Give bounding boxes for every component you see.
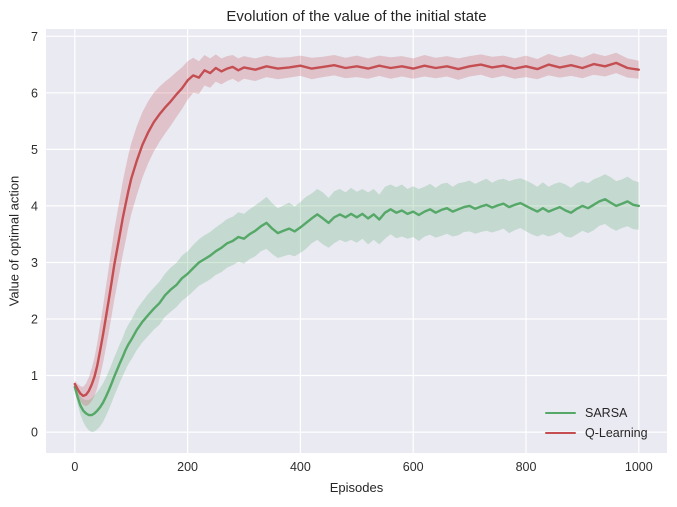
y-tick-label: 0 [31,426,38,440]
y-tick-label: 6 [31,86,38,100]
x-tick-label: 800 [516,460,537,474]
y-tick-label: 5 [31,143,38,157]
sarsa-confidence-band [74,174,639,433]
q-learning-line [73,61,640,398]
plot-background [46,29,667,453]
legend-label-q-learning: Q-Learning [585,426,648,440]
chart-title: Evolution of the value of the initial st… [226,8,487,25]
legend: SARSA Q-Learning [545,403,648,443]
sarsa-line [73,197,640,417]
x-tick-label: 600 [403,460,424,474]
x-tick-label: 1000 [625,460,653,474]
y-tick-label: 2 [31,313,38,327]
y-axis-label: Value of optimal action [6,175,22,307]
y-tick-label: 3 [31,256,38,270]
x-tick-label: 400 [290,460,311,474]
x-tick-label: 0 [71,460,78,474]
y-tick-label: 1 [31,369,38,383]
q-learning-line-swatch [545,431,576,435]
x-tick-label: 200 [177,460,198,474]
x-axis-label: Episodes [329,480,384,495]
y-tick-label: 7 [31,30,38,44]
legend-label-sarsa: SARSA [585,406,628,420]
legend-item-sarsa: SARSA [545,403,648,423]
sarsa-line-swatch [545,411,576,415]
legend-item-q-learning: Q-Learning [545,423,648,443]
y-tick-label: 4 [31,199,38,213]
